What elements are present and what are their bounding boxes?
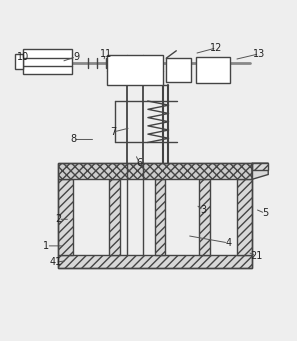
Text: 13: 13	[253, 49, 266, 59]
Bar	[58, 255, 252, 268]
Text: 9: 9	[73, 52, 79, 62]
Text: 7: 7	[110, 127, 116, 137]
Bar	[58, 163, 252, 268]
Bar	[23, 49, 72, 74]
Bar	[155, 179, 165, 255]
Text: 6: 6	[137, 158, 143, 168]
Bar	[109, 179, 120, 255]
Polygon shape	[252, 163, 268, 179]
Bar	[200, 179, 210, 255]
Text: 10: 10	[17, 52, 29, 62]
Text: 41: 41	[49, 257, 61, 267]
Text: 3: 3	[200, 205, 206, 216]
Text: 11: 11	[99, 49, 112, 59]
Bar	[15, 54, 23, 70]
Bar	[107, 55, 163, 85]
Bar	[237, 179, 252, 255]
Text: 4: 4	[225, 238, 231, 248]
Bar	[58, 179, 73, 255]
Text: 2: 2	[55, 214, 61, 224]
Bar	[196, 57, 230, 83]
Bar	[252, 163, 268, 170]
Text: 12: 12	[210, 43, 223, 53]
Text: 5: 5	[262, 208, 268, 218]
Text: 8: 8	[70, 134, 76, 145]
Bar	[166, 58, 191, 82]
Bar	[58, 163, 252, 179]
Text: 1: 1	[43, 241, 50, 251]
Text: 21: 21	[250, 251, 263, 261]
